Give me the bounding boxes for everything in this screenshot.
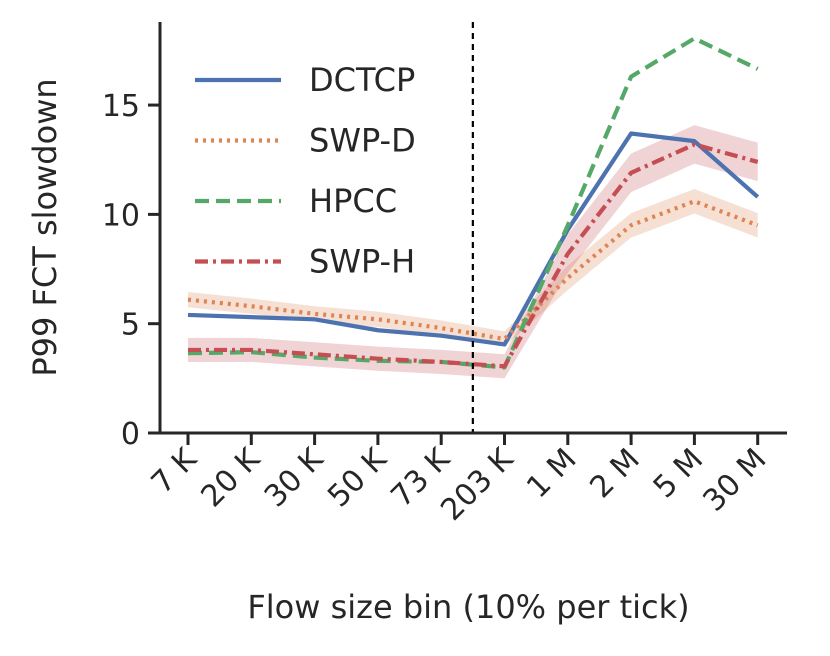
x-axis-label: Flow size bin (10% per tick) bbox=[247, 588, 689, 626]
legend-label-swp-h: SWP-H bbox=[309, 243, 415, 281]
x-tick-label: 50 K bbox=[321, 441, 394, 514]
legend: DCTCP SWP-D HPCC SWP-H bbox=[195, 61, 416, 281]
series-line-dctcp bbox=[187, 131, 760, 347]
x-tick-label: 203 K bbox=[434, 441, 521, 528]
series-line-swp-h bbox=[188, 142, 759, 369]
x-tick-label: 2 M bbox=[583, 442, 646, 505]
x-tick-label: 30 M bbox=[697, 442, 774, 519]
y-ticks: 0 5 10 15 bbox=[102, 89, 160, 452]
legend-label-hpcc: HPCC bbox=[309, 182, 397, 220]
legend-label-swp-d: SWP-D bbox=[309, 122, 416, 160]
x-tick-label: 20 K bbox=[195, 441, 268, 514]
legend-label-dctcp: DCTCP bbox=[309, 61, 415, 99]
band-swp-h bbox=[188, 125, 758, 379]
y-tick-label: 15 bbox=[102, 89, 140, 124]
y-tick-label: 10 bbox=[102, 198, 140, 233]
band-swp-d bbox=[188, 189, 758, 347]
x-tick-label: 1 M bbox=[520, 442, 583, 505]
y-tick-label: 0 bbox=[121, 417, 140, 452]
y-tick-label: 5 bbox=[121, 308, 140, 343]
confidence-bands bbox=[188, 125, 758, 379]
y-axis-label: P99 FCT slowdown bbox=[26, 78, 64, 376]
x-tick-label: 30 K bbox=[258, 441, 331, 514]
